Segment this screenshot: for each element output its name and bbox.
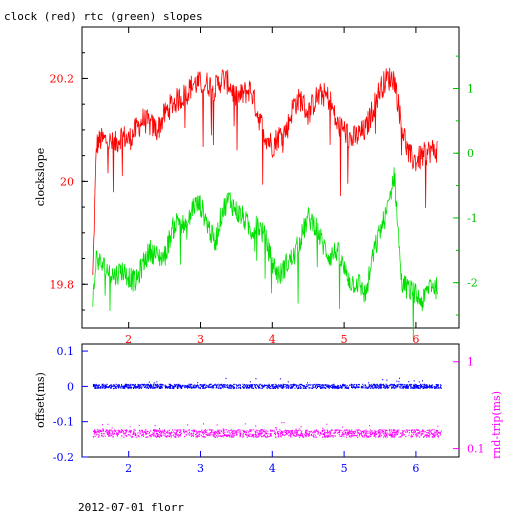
chart-title: clock (red) rtc (green) slopes	[4, 10, 203, 23]
bottom-y-tick-label: 0	[67, 380, 74, 393]
series-line-clock	[92, 67, 438, 276]
top-y-tick-label: 19.8	[50, 278, 75, 291]
bottom-x-tick-label: 5	[341, 462, 348, 475]
footer-caption: 2012-07-01 florr	[78, 501, 184, 512]
bottom-y-axis-label: offset(ms)	[34, 372, 47, 428]
bottom-x-tick-label: 2	[125, 462, 132, 475]
bottom-plot-area: 2 3 4 5 6 -0.2 -0.1 0 0.1 0.1 1	[53, 345, 485, 475]
bottom-y2-axis-label: rnd-trip(ms)	[490, 391, 503, 459]
series-points-rnd-trip	[92, 422, 442, 438]
bottom-plot-frame	[81, 343, 460, 458]
top-x-tick-label: 5	[341, 333, 348, 346]
bottom-x-tick-label: 3	[197, 462, 204, 475]
bottom-y2-tick-label: 0.1	[467, 443, 485, 456]
top-y2-tick-label: -2	[467, 277, 478, 290]
bottom-y-tick-label: -0.1	[53, 416, 74, 429]
top-plot-frame	[81, 26, 460, 329]
top-x-tick-label: 2	[125, 333, 132, 346]
top-x-tick-label: 4	[269, 333, 276, 346]
bottom-x-tick-label: 6	[412, 462, 419, 475]
bottom-y2-tick-label: 1	[467, 356, 474, 369]
top-plot-area: 2 3 4 5 6 19.8 20 20.2 -2 -1 0 1	[50, 27, 478, 346]
bottom-y-tick-label: 0.1	[57, 345, 75, 358]
top-x-tick-label: 3	[197, 333, 204, 346]
top-y2-tick-label: -1	[467, 212, 478, 225]
top-y-tick-label: 20	[60, 175, 74, 188]
top-y-axis-label: clockslope	[34, 148, 47, 206]
top-y-tick-label: 20.2	[50, 72, 75, 85]
top-y2-tick-label: 1	[467, 82, 474, 95]
top-y2-tick-label: 0	[467, 147, 474, 160]
series-line-rtc	[92, 167, 438, 338]
top-x-tick-label: 6	[412, 333, 419, 346]
bottom-x-tick-label: 4	[269, 462, 276, 475]
bottom-y-tick-label: -0.2	[53, 451, 74, 464]
series-points-offset	[92, 377, 442, 390]
